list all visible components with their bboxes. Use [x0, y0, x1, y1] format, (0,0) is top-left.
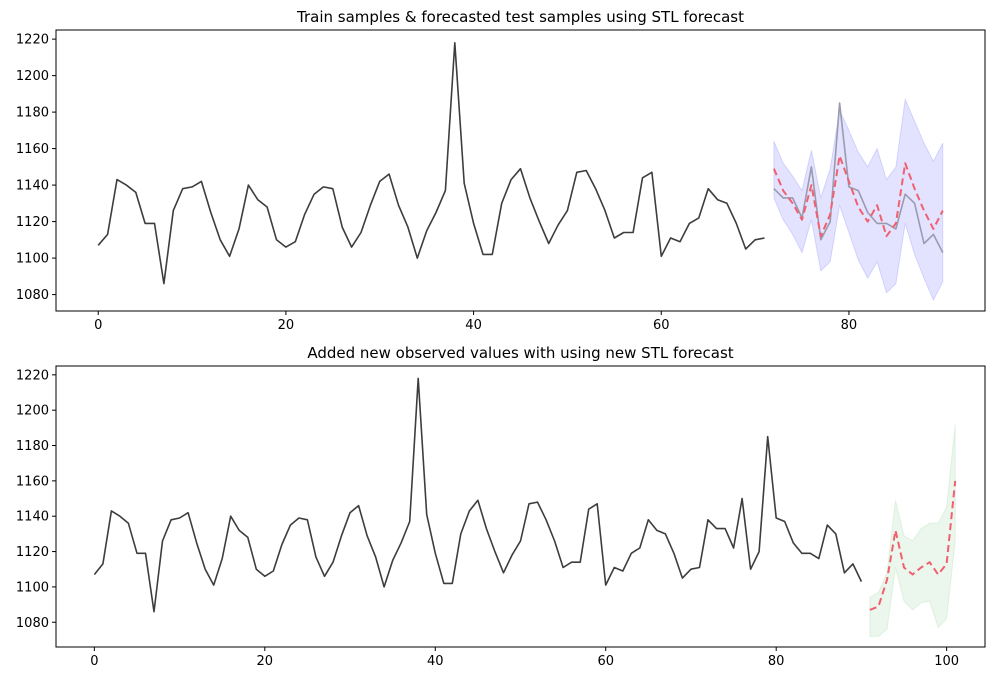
bottom-y-tick-label: 1200 [16, 404, 49, 419]
top-chart-title: Train samples & forecasted test samples … [296, 8, 744, 26]
bottom-x-tick-label: 40 [427, 654, 444, 669]
top-y-tick-label: 1140 [16, 179, 49, 194]
bottom-x-tick-label: 100 [934, 654, 959, 669]
top-y-tick-label: 1180 [16, 106, 49, 121]
top-series-forecast [772, 154, 944, 238]
bottom-x-tick-label: 60 [597, 654, 614, 669]
bottom-confidence-band [869, 424, 956, 637]
bottom-chart-panel: Added new observed values with using new… [16, 344, 986, 669]
top-x-tick-label: 60 [653, 318, 670, 333]
top-x-tick-label: 80 [841, 318, 858, 333]
top-chart-panel: Train samples & forecasted test samples … [16, 8, 986, 333]
bottom-y-tick-label: 1180 [16, 439, 49, 454]
bottom-x-tick-label: 80 [768, 654, 785, 669]
top-y-tick-label: 1120 [16, 215, 49, 230]
top-x-tick-label: 0 [94, 318, 102, 333]
bottom-y-tick-label: 1220 [16, 368, 49, 383]
top-x-tick-label: 20 [278, 318, 295, 333]
bottom-y-tick-label: 1160 [16, 474, 49, 489]
bottom-y-tick-label: 1140 [16, 510, 49, 525]
top-y-tick-label: 1100 [16, 252, 49, 267]
top-confidence-band [773, 97, 944, 302]
top-axes-frame [55, 29, 986, 312]
bottom-y-tick-label: 1100 [16, 580, 49, 595]
top-y-tick-label: 1220 [16, 33, 49, 48]
bottom-series-observed [93, 377, 863, 613]
top-x-tick-label: 40 [465, 318, 482, 333]
bottom-axes-frame [55, 365, 986, 648]
bottom-y-tick-label: 1080 [16, 616, 49, 631]
top-y-tick-label: 1080 [16, 288, 49, 303]
bottom-x-tick-label: 0 [90, 654, 98, 669]
top-y-tick-label: 1200 [16, 69, 49, 84]
top-series-train [97, 41, 765, 285]
bottom-chart-title: Added new observed values with using new… [307, 344, 733, 362]
bottom-y-tick-label: 1120 [16, 545, 49, 560]
bottom-x-tick-label: 20 [257, 654, 274, 669]
bottom-series-forecast [869, 480, 957, 611]
top-y-tick-label: 1160 [16, 142, 49, 157]
